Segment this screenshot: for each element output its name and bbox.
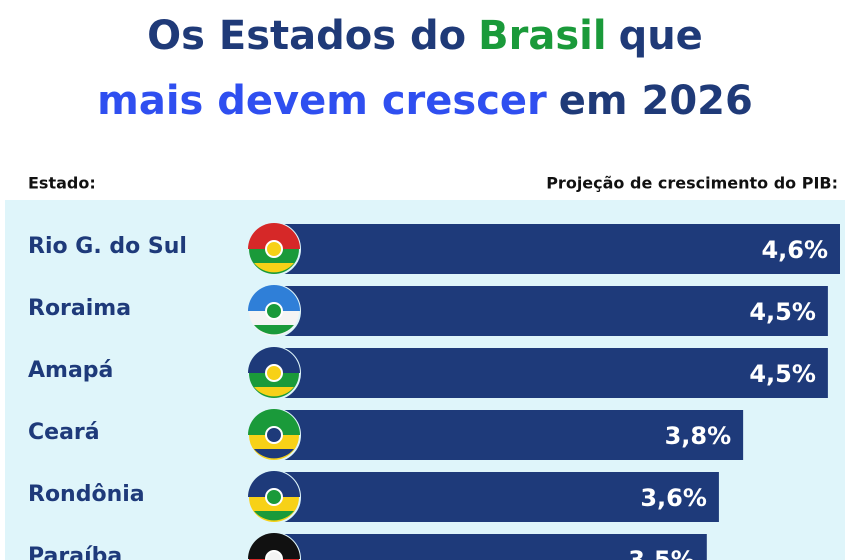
category-label: Amapá xyxy=(28,358,113,383)
chart-title: Os Estados do Brasil que xyxy=(147,13,703,59)
title-part: em 2026 xyxy=(559,78,753,124)
value-label: 4,6% xyxy=(761,236,828,264)
flag-part xyxy=(248,471,300,497)
category-label: Rio G. do Sul xyxy=(28,234,187,259)
flag-part xyxy=(248,223,300,249)
flag-part xyxy=(248,347,300,373)
flag-emblem xyxy=(265,302,283,320)
bar xyxy=(270,534,707,560)
bar xyxy=(270,286,828,336)
flag-part xyxy=(248,409,300,435)
value-label: 3,5% xyxy=(628,546,695,560)
flag-part xyxy=(254,449,294,459)
category-label: Ceará xyxy=(28,420,100,445)
value-label: 3,8% xyxy=(665,422,732,450)
category-header: Estado: xyxy=(28,174,96,193)
flag-emblem xyxy=(265,488,283,506)
flag-part xyxy=(254,325,294,335)
flag-part xyxy=(254,263,294,273)
title-part: mais devem crescer xyxy=(97,78,547,124)
value-label: 4,5% xyxy=(749,298,816,326)
chart-title: mais devem crescer em 2026 xyxy=(97,78,753,124)
flag-emblem xyxy=(265,426,283,444)
bar xyxy=(270,224,840,274)
flag-emblem xyxy=(265,550,283,560)
title-part: Brasil xyxy=(478,13,606,59)
flag-part xyxy=(248,285,300,311)
flag-part xyxy=(254,511,294,521)
flag-part xyxy=(254,387,294,397)
value-label: 4,5% xyxy=(749,360,816,388)
title-part: que xyxy=(619,13,703,59)
category-label: Paraíba xyxy=(28,544,122,560)
value-header: Projeção de crescimento do PIB: xyxy=(546,174,838,193)
bar xyxy=(270,410,744,460)
bar xyxy=(270,348,828,398)
value-label: 3,6% xyxy=(640,484,707,512)
flag-part xyxy=(248,533,300,559)
flag-emblem xyxy=(265,240,283,258)
category-label: Rondônia xyxy=(28,482,145,507)
title-part: Os Estados do xyxy=(147,13,466,59)
bar xyxy=(270,472,719,522)
category-label: Roraima xyxy=(28,296,131,321)
flag-emblem xyxy=(265,364,283,382)
